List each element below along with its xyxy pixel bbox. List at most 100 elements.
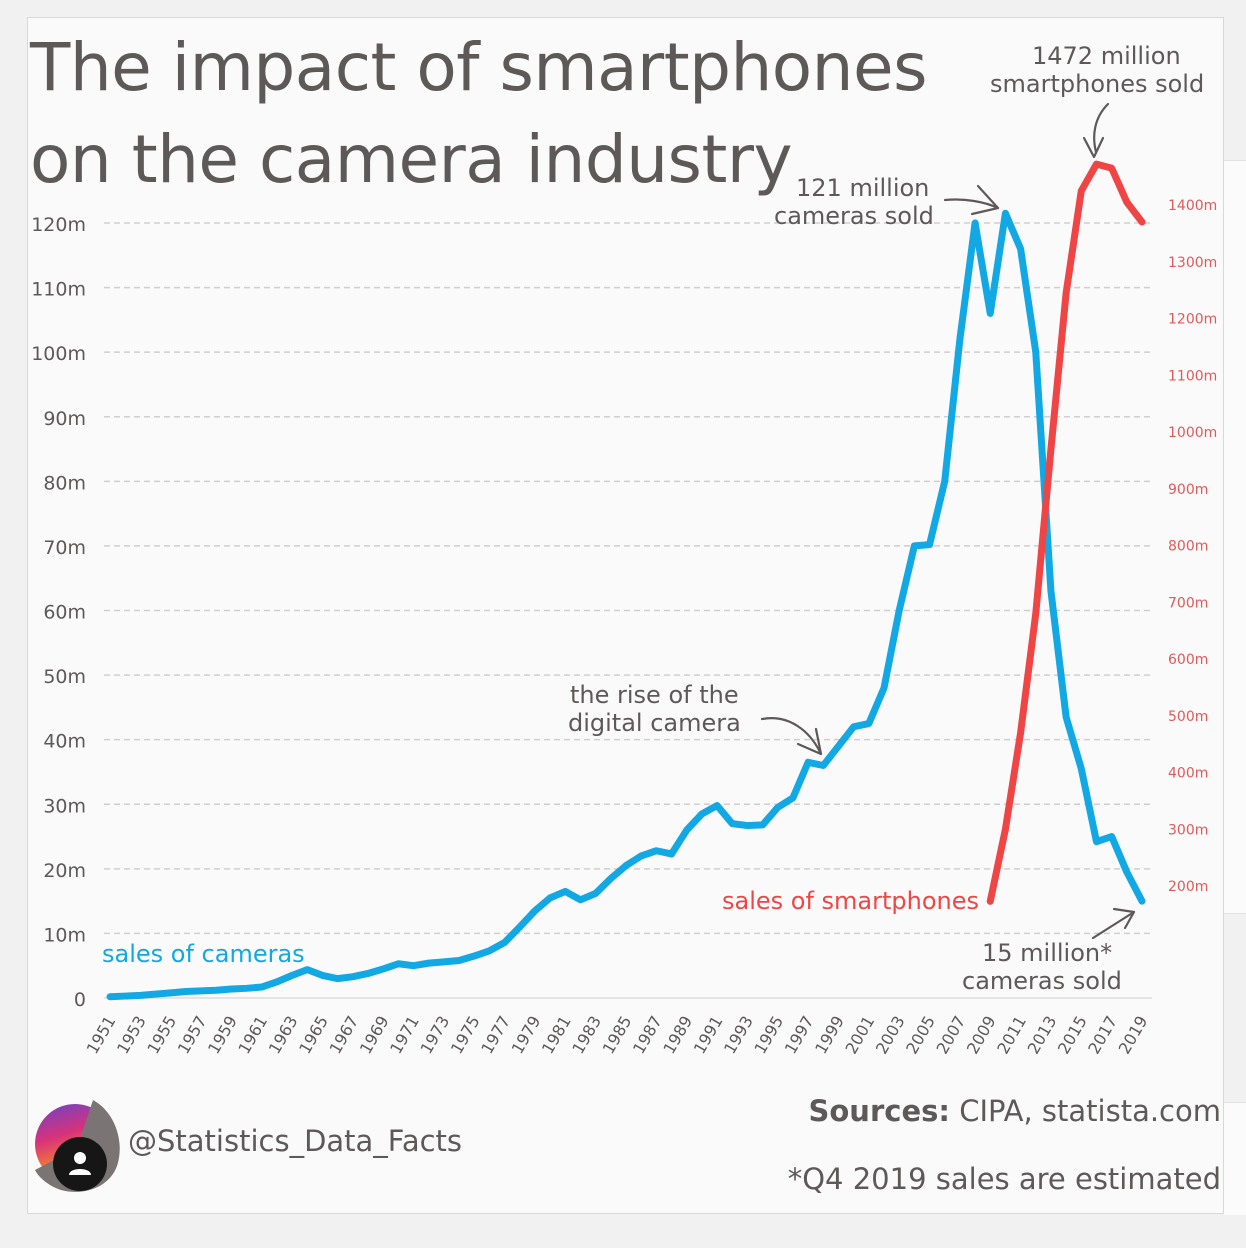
- smartphones-point-2016: [1094, 162, 1098, 166]
- smartphones-point-2015: [1079, 189, 1083, 193]
- arrow-digital-camera: [760, 717, 822, 754]
- x-tick-label: 1991: [690, 1013, 727, 1058]
- cameras-point-1980: [548, 896, 552, 900]
- cameras-point-1984: [609, 877, 613, 881]
- cameras-point-1959: [229, 987, 233, 991]
- left-axis-ticks: 0 10m 20m 30m 40m 50m 60m 70m 80m 90m 100m 110m 120m: [31, 214, 86, 1011]
- cameras-point-2001: [867, 722, 871, 726]
- x-tick-label: 2011: [993, 1013, 1030, 1058]
- y-tick-label-right: 1200m: [1168, 312, 1217, 328]
- estimate-footnote: *Q4 2019 sales are estimated: [787, 1162, 1221, 1196]
- cameras-point-2013: [1049, 589, 1053, 593]
- cameras-point-1972: [427, 961, 431, 965]
- y-tick-label-left: 110m: [31, 279, 86, 301]
- x-tick-label: 1957: [174, 1013, 211, 1058]
- y-tick-label-right: 700m: [1168, 595, 1208, 611]
- cameras-point-1990: [700, 812, 704, 816]
- cameras-point-1973: [442, 960, 446, 964]
- annotation-smartphone-peak-label: smartphones sold: [990, 70, 1205, 98]
- cameras-point-1979: [533, 909, 537, 913]
- chart-title-line2: on the camera industry: [30, 121, 793, 198]
- x-tick-label: 1981: [538, 1013, 575, 1058]
- x-tick-label: 1963: [265, 1013, 302, 1058]
- annotation-smartphone-peak-value: 1472 million: [1032, 42, 1181, 70]
- cameras-point-1951: [108, 995, 112, 999]
- arrow-smartphone-peak: [1093, 102, 1110, 154]
- cameras-point-1967: [351, 975, 355, 979]
- annotation-camera-peak-label: cameras sold: [774, 202, 934, 230]
- y-tick-label-right: 900m: [1168, 482, 1208, 498]
- cameras-point-2017: [1110, 835, 1114, 839]
- cameras-point-2009: [988, 311, 992, 315]
- arrow-smartphone-peak-head: [1082, 136, 1105, 159]
- arrow-digital-camera-head: [796, 727, 823, 756]
- cameras-point-1971: [412, 964, 416, 968]
- cameras-point-1993: [745, 824, 749, 828]
- x-tick-label: 1977: [477, 1013, 514, 1058]
- user-icon-body: [69, 1169, 91, 1175]
- cameras-point-1956: [184, 990, 188, 994]
- cameras-point-2014: [1064, 715, 1068, 719]
- cameras-point-2007: [958, 337, 962, 341]
- chart-title-line1: The impact of smartphones: [30, 29, 928, 106]
- channel-handle: @Statistics_Data_Facts: [128, 1124, 463, 1158]
- x-tick-label: 1997: [781, 1013, 818, 1058]
- y-tick-label-left: 50m: [43, 666, 86, 688]
- x-tick-label: 1999: [811, 1013, 848, 1058]
- smartphones-point-2014: [1064, 291, 1068, 295]
- cameras-point-2003: [897, 609, 901, 612]
- chart-card: [27, 17, 1224, 1214]
- cameras-point-1957: [199, 989, 203, 993]
- smartphones-point-2012: [1034, 612, 1038, 616]
- y-tick-label-right: 1100m: [1168, 368, 1217, 384]
- cameras-point-1974: [457, 959, 461, 963]
- y-tick-label-right: 600m: [1168, 652, 1208, 668]
- x-tick-label: 2007: [933, 1013, 970, 1058]
- cameras-point-1991: [715, 804, 719, 808]
- y-tick-label-left: 40m: [43, 731, 86, 753]
- x-tick-label: 1969: [356, 1013, 393, 1058]
- annotation-digital-camera-line2: digital camera: [568, 709, 741, 737]
- y-tick-label-left: 0: [74, 989, 86, 1011]
- cameras-point-1997: [806, 760, 810, 764]
- cameras-point-2018: [1125, 870, 1129, 874]
- annotation-camera-peak-value: 121 million: [796, 174, 930, 202]
- y-tick-label-left: 70m: [43, 537, 86, 559]
- cameras-point-1954: [154, 992, 158, 996]
- cameras-point-1981: [563, 889, 567, 893]
- cameras-point-2019: [1140, 899, 1144, 903]
- series-label-smartphones: sales of smartphones: [722, 887, 979, 915]
- cameras-point-1960: [245, 986, 249, 990]
- cameras-point-2002: [882, 686, 886, 690]
- cameras-point-1998: [821, 764, 825, 767]
- x-tick-label: 2003: [872, 1013, 909, 1058]
- y-tick-label-left: 120m: [31, 214, 86, 236]
- cameras-point-2015: [1079, 767, 1083, 771]
- x-tick-label: 1993: [720, 1013, 757, 1058]
- cameras-point-2010: [1003, 211, 1007, 215]
- cameras-point-1994: [761, 823, 765, 827]
- y-tick-label-right: 1000m: [1168, 425, 1217, 441]
- cameras-point-1977: [503, 940, 507, 944]
- sources-text: Sources: CIPA, statista.com: [809, 1094, 1222, 1128]
- y-tick-label-left: 100m: [31, 343, 86, 365]
- cameras-point-1953: [138, 993, 142, 997]
- cameras-point-1965: [320, 973, 324, 977]
- cameras-point-1963: [290, 973, 294, 977]
- cameras-point-1978: [518, 925, 522, 929]
- cameras-point-2004: [912, 544, 916, 548]
- y-tick-label-right: 1400m: [1168, 198, 1217, 214]
- cameras-point-1969: [381, 967, 385, 971]
- adjacent-panel-edge: [1224, 1102, 1246, 1215]
- cameras-point-1986: [639, 854, 643, 858]
- x-tick-label: 1979: [508, 1013, 545, 1058]
- right-axis-ticks: 200m 300m 400m 500m 600m 700m 800m 900m 1000m 110…: [1168, 198, 1217, 895]
- cameras-point-2005: [928, 543, 932, 547]
- cameras-point-1966: [336, 977, 340, 981]
- sources-value: CIPA, statista.com: [949, 1094, 1221, 1128]
- cameras-point-1992: [730, 822, 734, 826]
- cameras-point-2008: [973, 221, 977, 225]
- y-tick-label-left: 80m: [43, 472, 86, 494]
- cameras-point-1989: [685, 828, 689, 832]
